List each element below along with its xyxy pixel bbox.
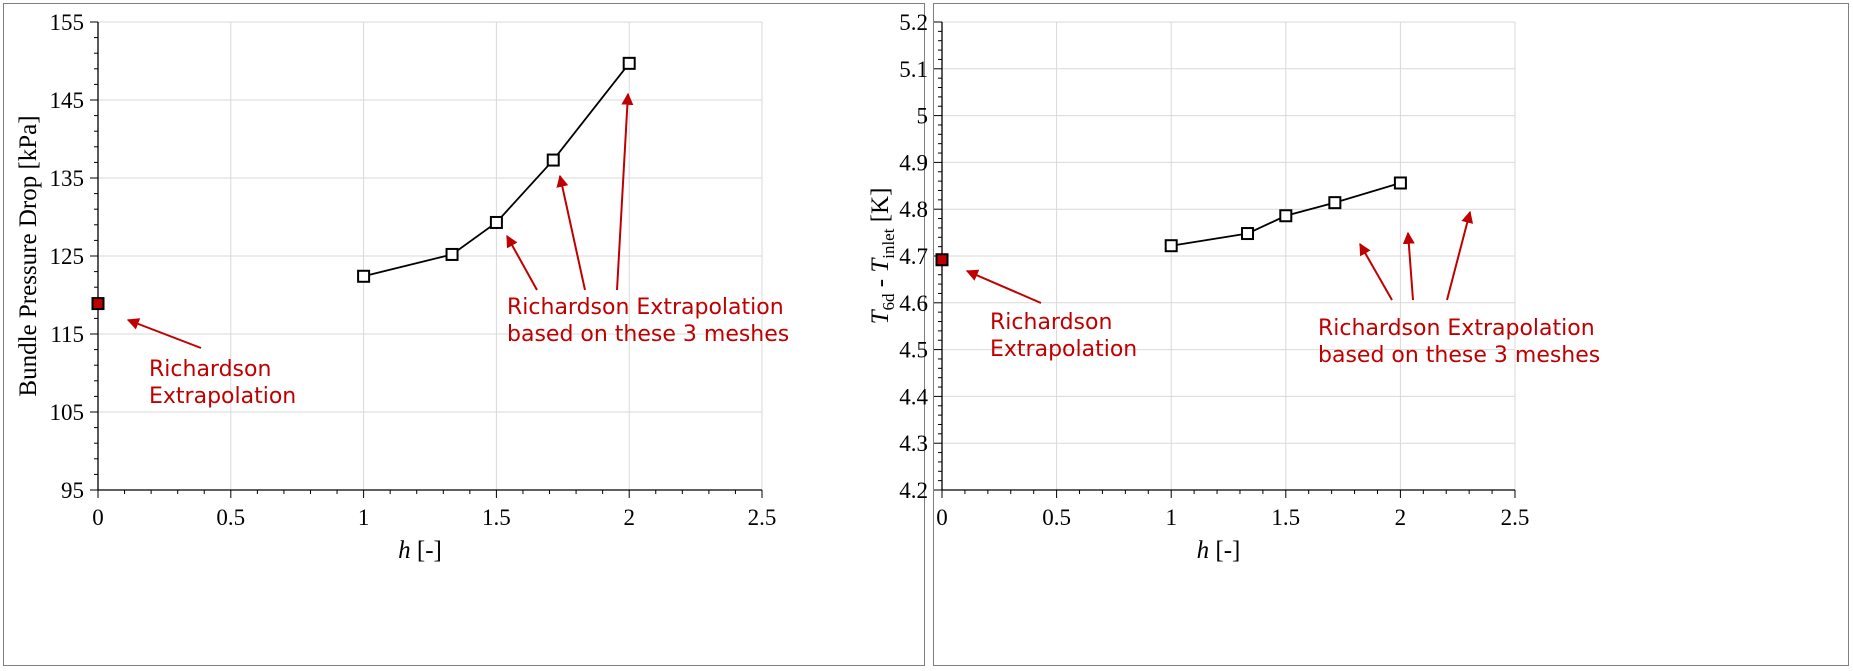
x-tick-label: 1 (358, 505, 370, 530)
meshes-label-line: based on these 3 meshes (507, 322, 789, 347)
x-tick-label: 1 (1165, 505, 1177, 530)
y-tick-label: 4.3 (899, 431, 928, 456)
data-point-marker (546, 153, 560, 167)
y-tick-label: 4.8 (899, 197, 928, 222)
annotation-arrow (1446, 210, 1474, 301)
annotation-arrow (506, 234, 538, 291)
y-tick-label: 4.6 (899, 291, 928, 316)
y-tick-label: 5 (917, 104, 929, 129)
annotation-arrow (616, 92, 634, 291)
richardson-label-line: Richardson (149, 357, 271, 382)
x-tick-label: 1.5 (1271, 505, 1300, 530)
meshes-label-line: based on these 3 meshes (1318, 343, 1600, 368)
extrapolated-point-marker (935, 253, 949, 267)
richardson-label-line: Extrapolation (990, 337, 1137, 362)
richardson-label-line: Richardson (990, 310, 1112, 335)
chart-panel-left: 0 0.5 1 1.5 2 2.5 95 105 115 125 135 145 155 h [-] Bun… (3, 3, 925, 666)
y-tick-label: 95 (61, 478, 84, 503)
annotation-arrow (965, 269, 1042, 304)
extrapolated-point-marker (91, 297, 105, 311)
x-tick-label: 0 (936, 505, 948, 530)
x-tick-label: 0.5 (216, 505, 245, 530)
x-tick-label: 2.5 (748, 505, 777, 530)
data-point-marker (445, 247, 459, 261)
data-point-marker (1241, 227, 1255, 241)
data-point-marker (1279, 209, 1293, 223)
y-tick-label: 125 (50, 244, 85, 269)
data-point-marker (1164, 239, 1178, 253)
y-tick-label: 4.5 (899, 338, 928, 363)
data-point-marker (1328, 196, 1342, 210)
temperature-rise-chart: 0 0.5 1 1.5 2 2.5 4.2 4.3 4.4 4.5 4.6 4.7 4.8 4.9 5 5.1… (867, 10, 1600, 564)
x-tick-label: 0 (92, 505, 104, 530)
x-tick-label: 1.5 (482, 505, 511, 530)
x-tick-label: 2 (1395, 505, 1407, 530)
y-tick-label: 155 (50, 10, 85, 35)
x-tick-label: 0.5 (1042, 505, 1071, 530)
y-tick-label: 4.2 (899, 478, 928, 503)
y-tick-label: 4.4 (899, 384, 928, 409)
pressure-drop-chart: 0 0.5 1 1.5 2 2.5 95 105 115 125 135 145 155 h [-] Bun… (15, 10, 789, 564)
y-tick-label: 5.2 (899, 10, 928, 35)
y-tick-label: 4.7 (899, 244, 928, 269)
y-tick-label: 5.1 (899, 57, 928, 82)
y-tick-label: 4.9 (899, 150, 928, 175)
y-tick-label: 145 (50, 88, 85, 113)
data-point-marker (1393, 176, 1407, 190)
y-axis-title: Bundle Pressure Drop [kPa] (15, 115, 42, 396)
y-tick-label: 105 (50, 400, 85, 425)
chart-panel-right: 0 0.5 1 1.5 2 2.5 4.2 4.3 4.4 4.5 4.6 4.7 4.8 4.9 5 5.1… (867, 3, 1849, 666)
x-axis-title: h [-] (1197, 537, 1241, 564)
meshes-label-line: Richardson Extrapolation (507, 295, 784, 320)
x-axis-title: h [-] (398, 537, 442, 564)
annotation-arrow (556, 174, 586, 291)
annotation-arrow (126, 318, 202, 349)
y-axis-title: T6d - Tinlet [K] (867, 188, 898, 325)
meshes-label-line: Richardson Extrapolation (1318, 316, 1595, 341)
y-tick-label: 135 (50, 166, 85, 191)
data-point-marker (357, 269, 371, 283)
data-point-marker (622, 56, 636, 70)
y-tick-label: 115 (50, 322, 84, 347)
x-tick-label: 2 (623, 505, 635, 530)
data-point-marker (489, 215, 503, 229)
x-tick-label: 2.5 (1501, 505, 1530, 530)
annotation-arrow (1402, 231, 1415, 301)
richardson-label-line: Extrapolation (149, 384, 296, 409)
annotation-arrow (1359, 242, 1393, 301)
